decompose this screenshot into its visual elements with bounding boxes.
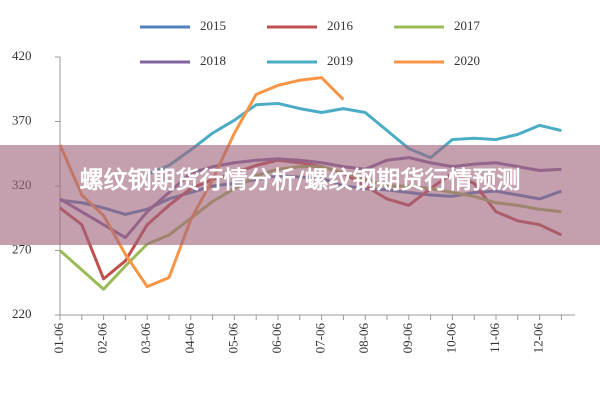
legend-label: 2016 <box>327 18 354 33</box>
legend-label: 2018 <box>200 53 226 68</box>
series-line <box>146 101 562 176</box>
x-tick-label: 05-06 <box>225 323 240 354</box>
legend-label: 2019 <box>327 53 353 68</box>
banner-title: 螺纹钢期货行情分析/螺纹钢期货行情预测 <box>79 166 521 194</box>
x-tick-label: 06-06 <box>269 323 284 354</box>
y-tick-label: 370 <box>12 112 32 127</box>
x-tick-label: 11-06 <box>487 323 502 353</box>
y-tick-label: 220 <box>12 306 32 321</box>
legend-label: 2017 <box>454 18 481 33</box>
x-tick-label: 12-06 <box>531 323 546 354</box>
x-tick-label: 09-06 <box>400 323 415 354</box>
y-tick-label: 420 <box>12 48 32 63</box>
x-tick-label: 04-06 <box>182 323 197 354</box>
x-tick-label: 10-06 <box>443 323 458 354</box>
x-tick-label: 01-06 <box>51 323 66 354</box>
legend-label: 2020 <box>454 53 480 68</box>
x-tick-label: 08-06 <box>356 323 371 354</box>
legend-label: 2015 <box>200 18 226 33</box>
x-tick-label: 02-06 <box>95 323 110 354</box>
x-tick-label: 07-06 <box>313 323 328 354</box>
y-tick-label: 270 <box>12 241 32 256</box>
x-tick-label: 03-06 <box>138 323 153 354</box>
banner: 螺纹钢期货行情分析/螺纹钢期货行情预测 <box>0 145 600 245</box>
